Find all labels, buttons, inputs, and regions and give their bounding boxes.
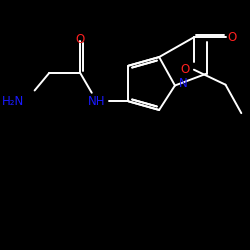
- Text: H₂N: H₂N: [2, 95, 24, 108]
- Text: N: N: [179, 77, 188, 90]
- Text: NH: NH: [88, 95, 106, 108]
- Text: O: O: [76, 33, 85, 46]
- Text: O: O: [228, 31, 237, 44]
- Text: O: O: [180, 63, 189, 76]
